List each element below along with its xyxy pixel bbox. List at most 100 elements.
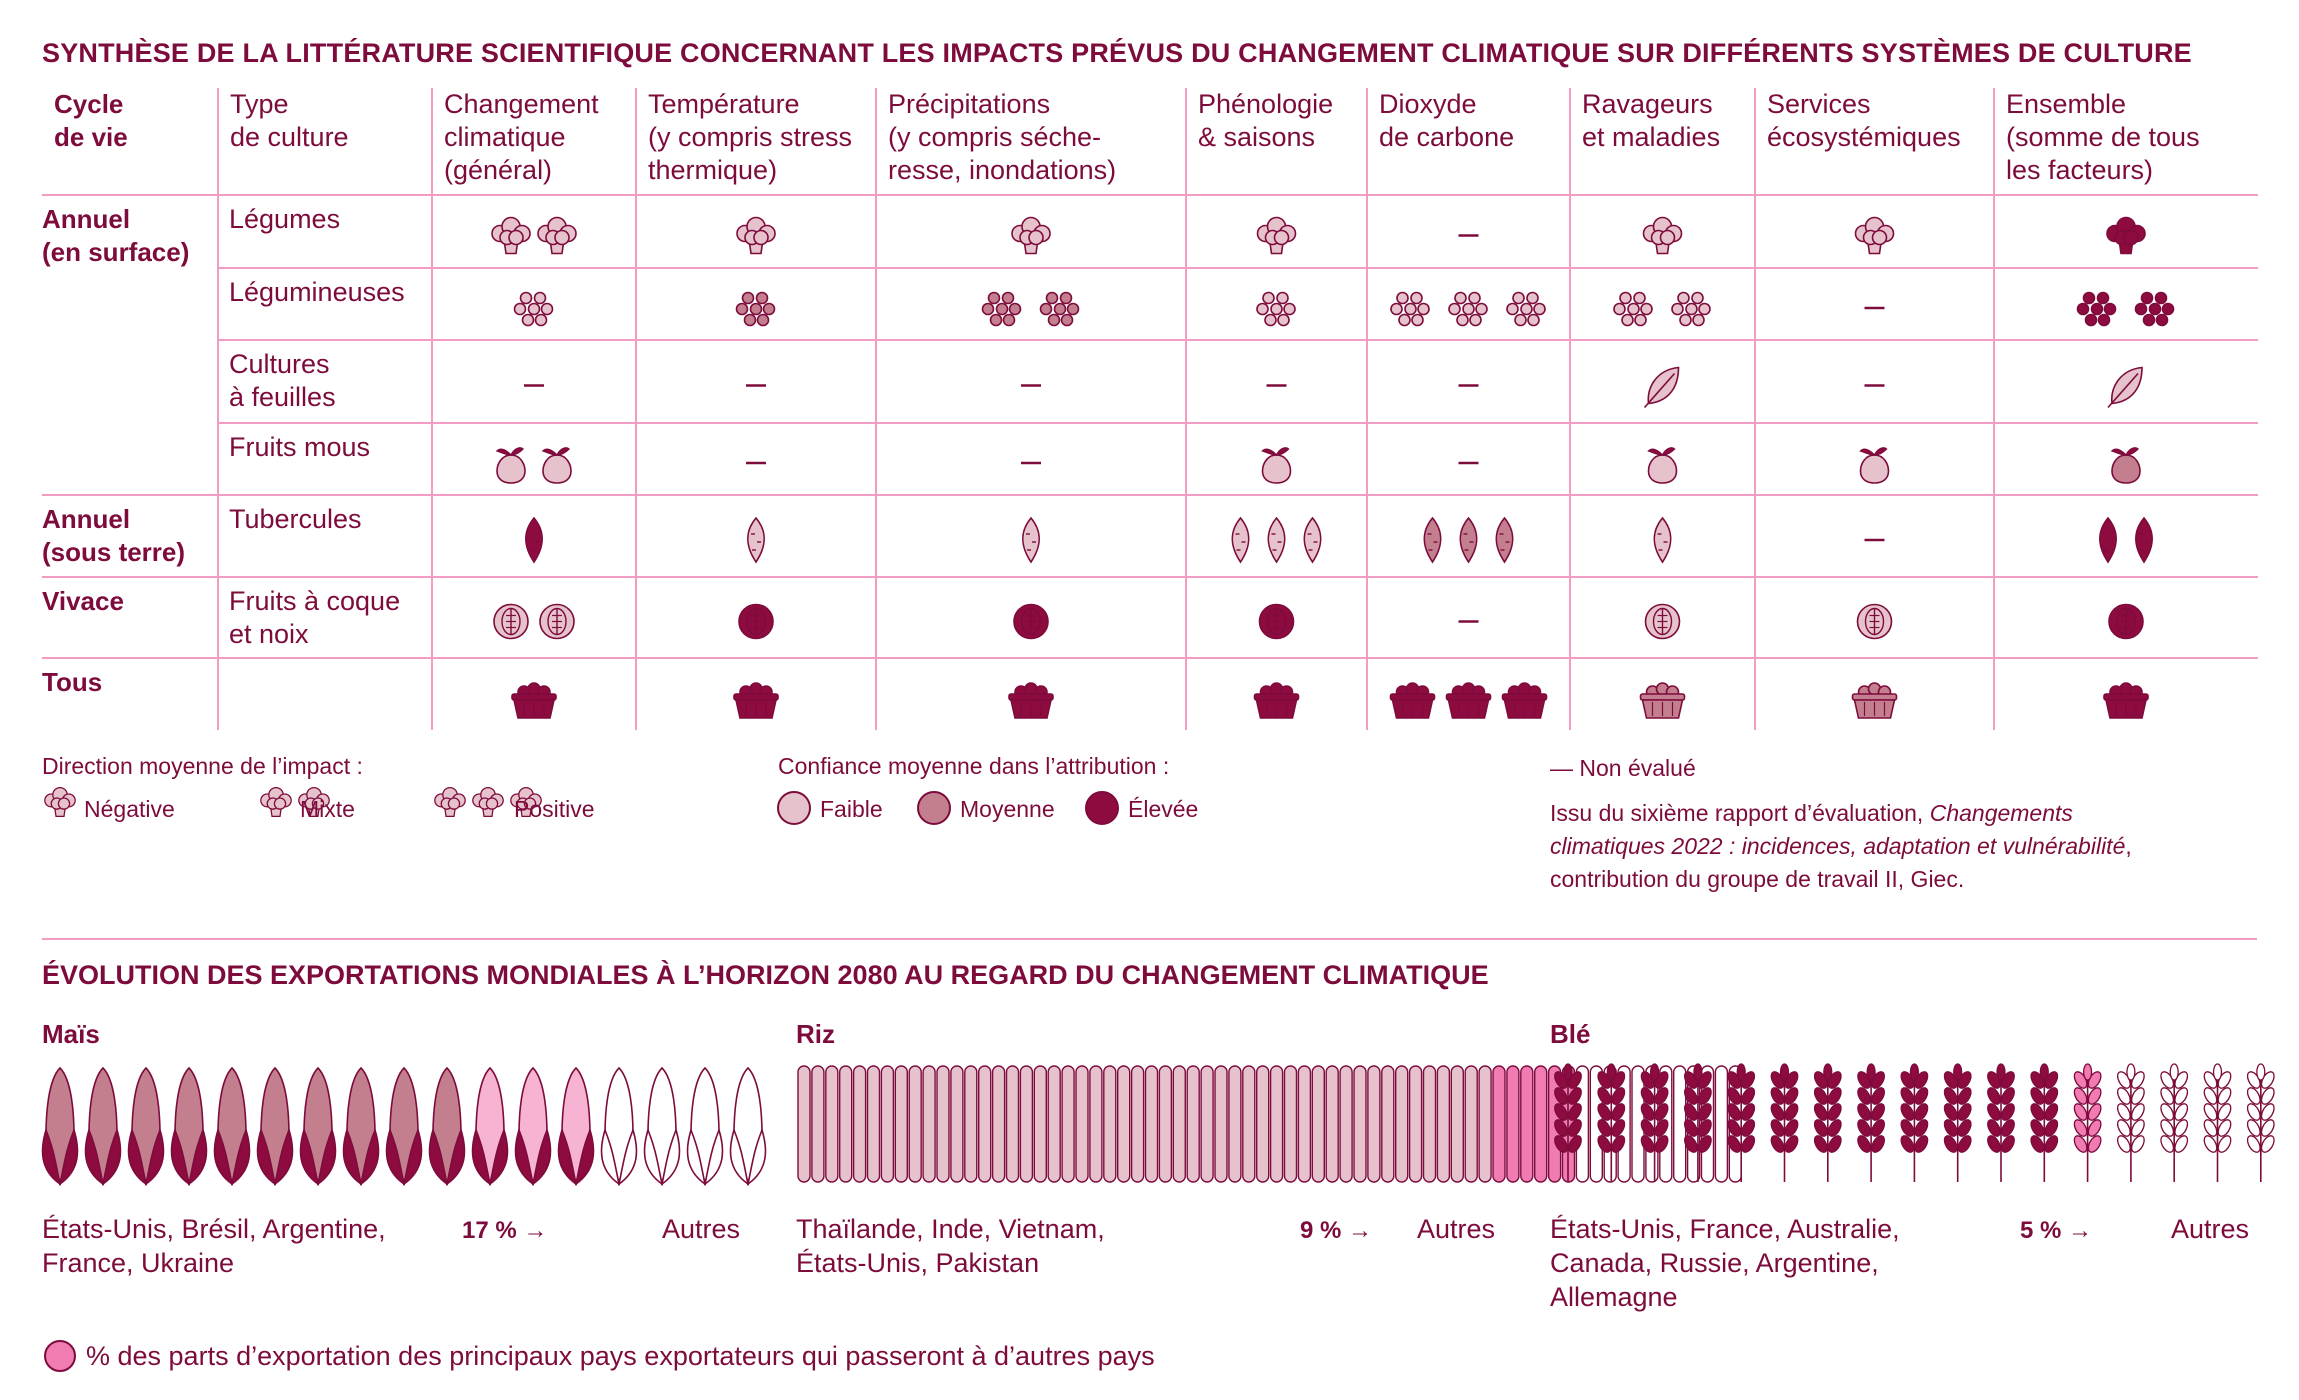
row-crop-label: Légumes — [229, 204, 341, 234]
column-header: Services écosystémiques — [1767, 89, 1961, 152]
basket-icon — [2103, 682, 2149, 719]
legend-low: Faible — [820, 796, 883, 822]
tuber-icon — [2098, 516, 2118, 564]
broccoli-icon — [1256, 216, 1297, 255]
rice-grain-icon — [1158, 1065, 1173, 1183]
countries-riz: Thaïlande, Inde, Vietnam, États-Unis, Pa… — [796, 1214, 1105, 1278]
rice-grain-icon — [1520, 1065, 1534, 1183]
wheat-icon — [1554, 1063, 1582, 1182]
rice-grain-icon — [1408, 1065, 1423, 1183]
corn-icon — [256, 1066, 294, 1186]
corn-icon — [84, 1066, 122, 1186]
tuber-icon — [1021, 516, 1041, 564]
legend-not-evaluated: — Non évalué — [1550, 755, 1696, 781]
corn-icon — [299, 1066, 337, 1186]
rice-grain-icon — [894, 1065, 908, 1183]
rice-grain-icon — [1492, 1065, 1506, 1183]
corn-icon — [213, 1066, 251, 1186]
broccoli-icon — [298, 786, 330, 818]
legend-high: Élevée — [1128, 796, 1199, 822]
rice-grain-icon — [1103, 1065, 1117, 1183]
confidence-legend-icons — [777, 791, 1119, 825]
wheat-icon — [2117, 1063, 2145, 1182]
legend-positive: Positive — [514, 796, 595, 822]
column-header: Cycle de vie — [54, 89, 128, 152]
direction-legend-title: Direction moyenne de l’impact : — [42, 753, 363, 779]
rice-grain-icon — [1339, 1065, 1353, 1183]
rice-grain-icon — [1089, 1065, 1103, 1183]
basket-icon — [1501, 682, 1548, 719]
nut-icon — [1013, 603, 1049, 640]
rice-grain-icon — [1381, 1065, 1395, 1183]
rice-grain-icon — [839, 1065, 853, 1183]
confidence-legend-title: Confiance moyenne dans l’attribution : — [778, 753, 1170, 779]
rice-grain-icon — [1353, 1065, 1367, 1183]
rice-grain-icon — [1672, 1065, 1687, 1183]
rice-grain-icon — [991, 1065, 1006, 1183]
nut-icon — [738, 603, 774, 640]
beans-icon — [1448, 291, 1488, 327]
nut-icon — [539, 603, 575, 640]
basket-icon — [1253, 682, 1300, 719]
beans-icon — [1613, 291, 1653, 327]
beans-icon — [1671, 291, 1711, 327]
beans-icon — [2134, 291, 2175, 327]
basket-icon — [1445, 682, 1492, 719]
fruit-icon — [541, 447, 572, 484]
broccoli-icon — [260, 786, 292, 818]
wheat-icon — [1597, 1063, 1626, 1182]
basket-icon — [1008, 682, 1054, 719]
rice-grain-icon — [950, 1065, 964, 1183]
tuber-icon — [1653, 516, 1672, 564]
tuber-icon — [1423, 516, 1442, 564]
rice-grain-icon — [852, 1065, 867, 1183]
beans-icon — [981, 291, 1022, 327]
fruit-icon — [1859, 447, 1890, 484]
corn-icon — [428, 1066, 466, 1186]
confidence-dot — [917, 791, 951, 825]
shift-mais: 17 % → — [462, 1217, 548, 1244]
crop-name-riz: Riz — [796, 1019, 835, 1049]
rice-grain-icon — [1478, 1065, 1492, 1183]
chart-title: SYNTHÈSE DE LA LITTÉRATURE SCIENTIFIQUE … — [42, 38, 2192, 68]
broccoli-icon — [44, 786, 76, 818]
countries-ble: États-Unis, France, Australie, Canada, R… — [1550, 1214, 1900, 1312]
rice-grain-icon — [1033, 1065, 1048, 1183]
tuber-icon — [1459, 516, 1478, 564]
section-divider — [42, 938, 2257, 940]
nut-icon — [493, 603, 529, 640]
wheat-icon — [1813, 1063, 1842, 1182]
rice-grain-icon — [1269, 1065, 1284, 1183]
rice-grain-icon — [1144, 1065, 1159, 1183]
others-riz: Autres — [1417, 1214, 1496, 1244]
row-cycle-label: Annuel (sous terre) — [42, 504, 186, 567]
basket-icon — [1851, 682, 1898, 719]
wheat-icon — [2073, 1063, 2102, 1182]
broccoli-icon — [510, 786, 542, 818]
column-header: Type de culture — [230, 89, 349, 152]
wheat-icon — [1857, 1063, 1885, 1182]
column-header: Changement climatique (général) — [444, 89, 599, 185]
crop-name-mais: Maïs — [42, 1019, 100, 1049]
wheat-icon — [2160, 1063, 2189, 1182]
row-cycle-label: Vivace — [42, 586, 124, 616]
rice-grain-icon — [1186, 1065, 1200, 1183]
tuber-icon — [1267, 516, 1286, 564]
rice-grain-icon — [1464, 1065, 1478, 1183]
rice-grain-icon — [1214, 1065, 1228, 1183]
rice-grain-icon — [908, 1065, 922, 1183]
rice-grain-icon — [1019, 1065, 1034, 1183]
column-header: Dioxyde de carbone — [1379, 89, 1515, 152]
legend-mixed: Mixte — [300, 796, 355, 822]
rice-grain-icon — [1325, 1065, 1339, 1183]
crop-name-ble: Blé — [1550, 1019, 1591, 1049]
nut-icon — [1644, 603, 1681, 640]
rice-grain-icon — [880, 1065, 895, 1183]
rice-grain-icon — [1061, 1065, 1075, 1183]
corn-icon — [729, 1066, 767, 1186]
nut-icon — [1258, 603, 1295, 640]
rice-grain-icon — [1005, 1065, 1020, 1183]
tuber-icon — [524, 516, 544, 564]
rice-grain-icon — [1394, 1065, 1409, 1183]
tuber-icon — [1495, 516, 1514, 564]
